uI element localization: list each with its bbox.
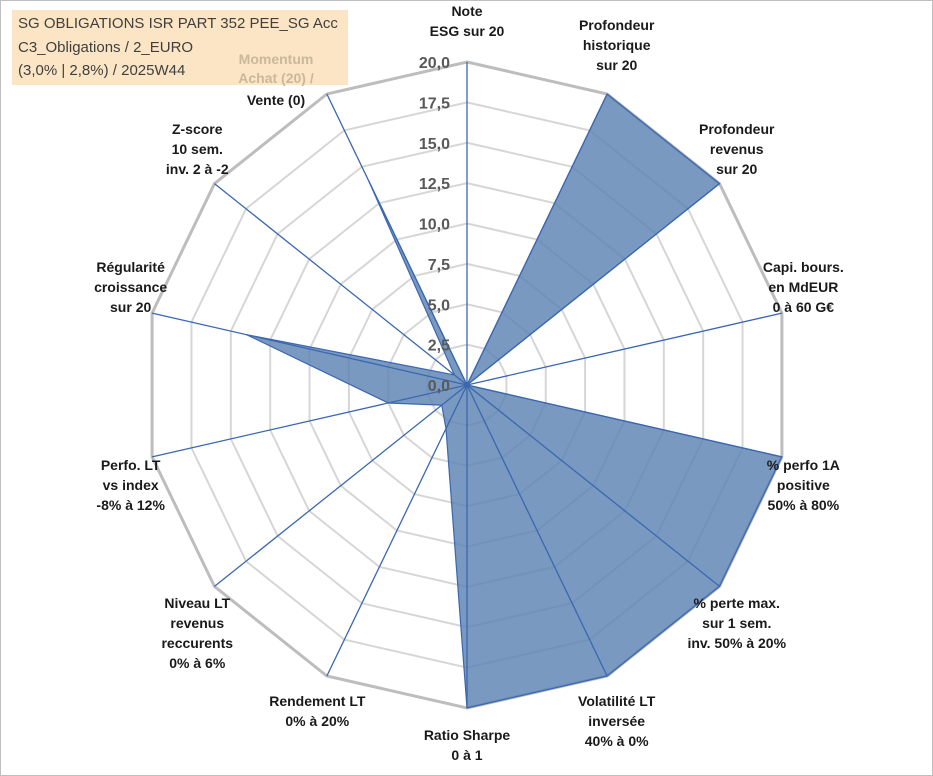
axis-label: Régularité croissance sur 20 (94, 259, 167, 315)
info-box: SG OBLIGATIONS ISR PART 352 PEE_SG Acc C… (12, 10, 348, 85)
fund-name: SG OBLIGATIONS ISR PART 352 PEE_SG Acc (18, 15, 338, 32)
axis-spoke (326, 93, 468, 386)
tick-label: 0,0 (428, 378, 450, 395)
fund-stats: (3,0% | 2,8%) / 2025W44 (18, 62, 186, 79)
axis-spoke (151, 312, 468, 386)
axis-spoke (466, 93, 608, 386)
axis-label: Profondeur revenus sur 20 (699, 121, 775, 177)
momentum-label-line1: Momentum (238, 51, 314, 67)
axis-label: Z-score 10 sem. inv. 2 à -2 (166, 121, 229, 177)
axis-label: Niveau LT revenus reccurents 0% à 6% (161, 595, 233, 671)
tick-label: 15,0 (419, 136, 450, 153)
tick-label: 20,0 (419, 55, 450, 72)
axis-spoke (466, 384, 783, 458)
tick-label: 10,0 (419, 217, 450, 234)
axis-label: Profondeur historique sur 20 (579, 17, 655, 73)
axis-label: Perfo. LT vs index -8% à 12% (96, 457, 165, 513)
axis-spoke (151, 384, 468, 458)
tick-label: 5,0 (428, 297, 450, 314)
axis-label: Rendement LT 0% à 20% (269, 693, 366, 729)
axis-label: % perfo 1A positive 50% à 80% (767, 457, 840, 513)
axis-spoke (466, 183, 720, 386)
axis-spoke (214, 384, 468, 587)
tick-label: 12,5 (419, 176, 450, 193)
momentum-label-line2: Achat (20) / (238, 70, 314, 86)
axis-label: Volatilité LT inversée 40% à 0% (578, 693, 656, 749)
axis-spoke (466, 384, 720, 587)
tick-label: 17,5 (419, 95, 450, 112)
axis-label: Note ESG sur 20 (430, 3, 505, 39)
axis-spoke (466, 384, 608, 677)
axis-label: % perte max. sur 1 sem. inv. 50% à 20% (687, 595, 786, 651)
tick-label: 2,5 (428, 338, 450, 355)
axis-label: Capi. bours. en MdEUR 0 à 60 G€ (763, 259, 844, 315)
axis-spoke (466, 312, 783, 386)
fund-category: C3_Obligations / 2_EURO (18, 39, 194, 56)
axis-label: Ratio Sharpe 0 à 1 (424, 727, 511, 763)
tick-label: 7,5 (428, 257, 450, 274)
momentum-label-line3: Vente (0) (246, 92, 306, 108)
axis-spoke (214, 183, 468, 386)
axis-spoke (326, 384, 468, 677)
